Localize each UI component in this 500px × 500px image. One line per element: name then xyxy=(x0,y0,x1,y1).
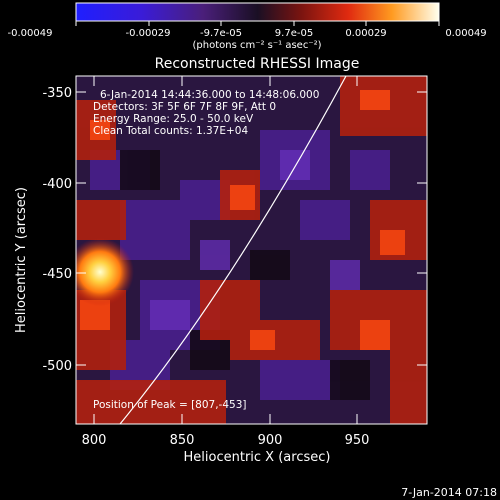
axis-ticks xyxy=(76,76,427,424)
footer-date: 7-Jan-2014 07:18 xyxy=(401,486,497,499)
colorbar-tick-label: -9.7e-05 xyxy=(200,28,242,39)
solar-limb-line xyxy=(119,76,347,424)
annotation-time-range: 6-Jan-2014 14:44:36.000 to 14:48:06.000 xyxy=(100,89,319,101)
annotation-energy-range: Energy Range: 25.0 - 50.0 keV xyxy=(93,113,254,125)
annotation-detectors: Detectors: 3F 5F 6F 7F 8F 9F, Att 0 xyxy=(93,101,276,113)
x-tick-label: 800 xyxy=(82,433,107,448)
x-axis-label: Heliocentric X (arcsec) xyxy=(184,450,331,465)
y-axis-label: Heliocentric Y (arcsec) xyxy=(14,187,29,333)
colorbar xyxy=(75,2,440,22)
colorbar-ticks xyxy=(75,21,440,26)
plot-title: Reconstructed RHESSI Image xyxy=(155,56,360,72)
peak-hotspot xyxy=(76,238,134,306)
rhessi-image xyxy=(76,76,427,424)
image-region-deep-purple xyxy=(150,150,360,330)
annotation-clean-counts: Clean Total counts: 1.37E+04 xyxy=(93,125,248,137)
x-tick-label: 950 xyxy=(345,433,370,448)
x-tick-label: 850 xyxy=(170,433,195,448)
annotation-peak-position: Position of Peak = [807,-453] xyxy=(93,399,247,411)
colorbar-tick-label: 0.00049 xyxy=(445,28,486,39)
y-tick-label: -500 xyxy=(42,359,72,374)
y-tick-label: -350 xyxy=(42,86,72,101)
image-region-red xyxy=(76,76,427,424)
colorbar-tick-label: -0.00049 xyxy=(8,28,53,39)
plot-frame xyxy=(75,75,428,425)
y-tick-label: -400 xyxy=(42,177,72,192)
x-tick-label: 900 xyxy=(258,433,283,448)
colorbar-units-label: (photons cm⁻² s⁻¹ asec⁻²) xyxy=(192,40,321,51)
colorbar-tick-label: 0.00029 xyxy=(345,28,386,39)
colorbar-tick-label: 9.7e-05 xyxy=(275,28,313,39)
y-tick-label: -450 xyxy=(42,267,72,282)
image-region-orange xyxy=(80,90,405,350)
colorbar-tick-label: -0.00029 xyxy=(126,28,171,39)
